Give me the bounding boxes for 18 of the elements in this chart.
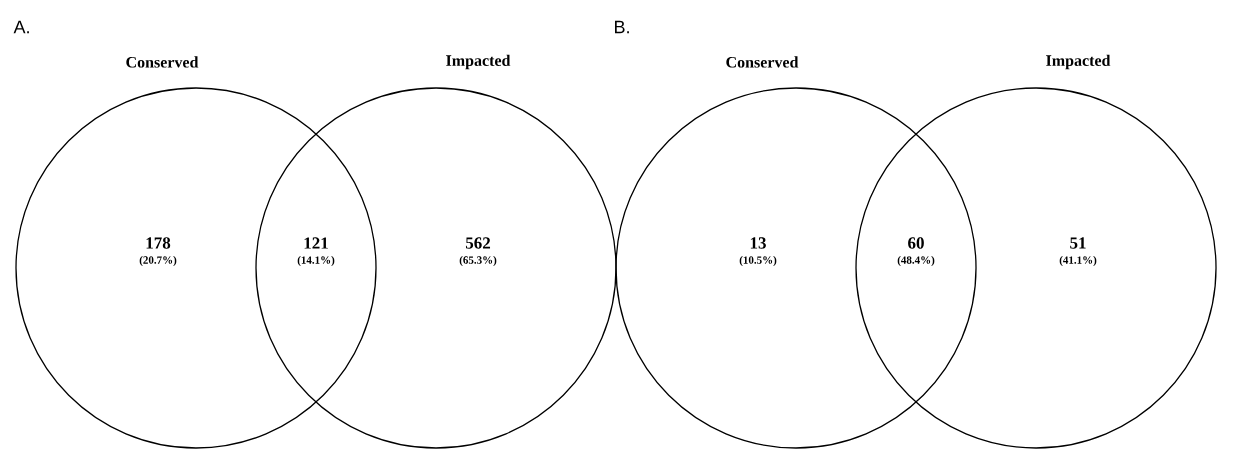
text: (14.1%) <box>297 256 335 266</box>
text: Impacted <box>446 54 511 70</box>
data-label: 13 <box>750 237 766 249</box>
text: Conserved <box>126 56 199 68</box>
text: B. <box>615 20 629 34</box>
text: (65.3%) <box>459 256 497 266</box>
text: Impacted <box>1046 54 1111 70</box>
data-label: 121 <box>304 237 328 249</box>
data-label: 178 <box>146 237 171 249</box>
data-label: 60 <box>908 237 924 249</box>
text: (41.1%) <box>1059 256 1097 266</box>
text: (48.4%) <box>897 256 935 266</box>
text: A. <box>13 20 29 34</box>
text: (20.7%) <box>139 256 177 266</box>
data-label: 562 <box>465 237 491 249</box>
text: (10.5%) <box>739 256 777 266</box>
text: Conserved <box>726 56 799 68</box>
data-label: 51 <box>1070 237 1086 249</box>
